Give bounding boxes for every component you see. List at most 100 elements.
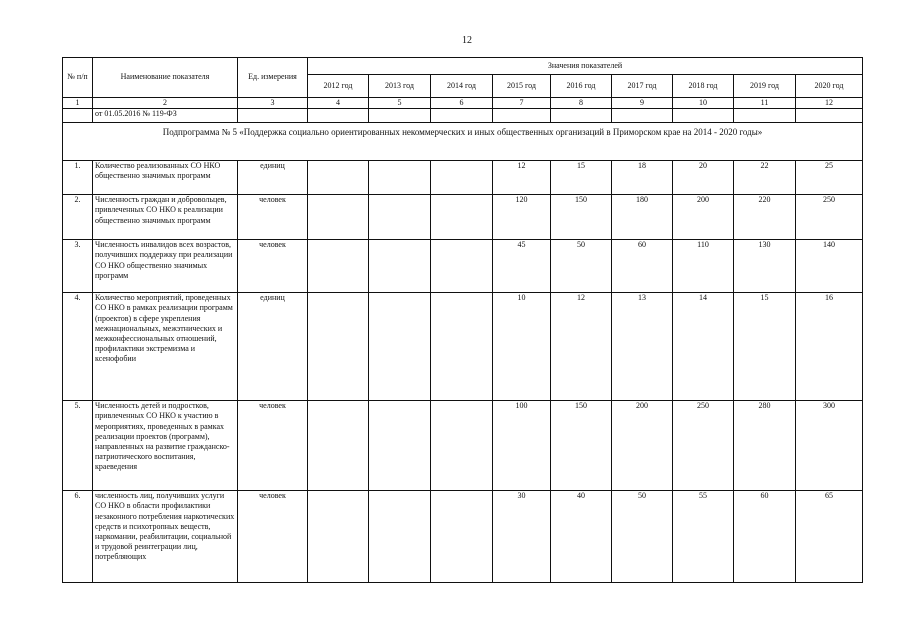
table-row: 4. Количество мероприятий, проведенных СО… <box>62 292 863 402</box>
empty-cell <box>733 108 796 124</box>
header-year: 2016 год <box>550 74 612 98</box>
column-number: 8 <box>550 96 612 110</box>
indicator-value <box>368 292 431 402</box>
header-unit: Ед. измерения <box>237 57 308 98</box>
table-row: 2. Численность граждан и добровольцев, пр… <box>62 194 863 241</box>
indicator-value <box>430 400 493 492</box>
header-year: 2015 год <box>492 74 551 98</box>
column-number: 6 <box>430 96 493 110</box>
row-number: 4. <box>62 292 93 402</box>
header-year: 2019 год <box>733 74 796 98</box>
unit: человек <box>237 490 308 584</box>
row-number: 5. <box>62 400 93 492</box>
indicator-value: 20 <box>672 160 734 196</box>
row-number: 3. <box>62 239 93 294</box>
column-number: 12 <box>795 96 863 110</box>
empty-cell <box>795 108 863 124</box>
indicator-value <box>368 160 431 196</box>
indicator-value <box>368 490 431 584</box>
indicator-value <box>307 490 369 584</box>
column-number: 7 <box>492 96 551 110</box>
indicator-name: Численность детей и подростков, привлече… <box>92 400 238 492</box>
indicator-value: 40 <box>550 490 612 584</box>
column-number: 2 <box>92 96 238 110</box>
indicator-value: 110 <box>672 239 734 294</box>
header-year: 2014 год <box>430 74 493 98</box>
empty-cell <box>672 108 734 124</box>
header-name: Наименование показателя <box>92 57 238 98</box>
indicator-value: 130 <box>733 239 796 294</box>
empty-cell <box>307 108 369 124</box>
empty-cell <box>430 108 493 124</box>
indicator-value <box>307 239 369 294</box>
indicator-value: 220 <box>733 194 796 241</box>
indicator-name: численность лиц, получивших услуги СО НК… <box>92 490 238 584</box>
indicator-value: 140 <box>795 239 863 294</box>
column-number: 3 <box>237 96 308 110</box>
empty-cell <box>611 108 673 124</box>
indicator-value: 10 <box>492 292 551 402</box>
indicator-value: 200 <box>672 194 734 241</box>
indicator-value <box>368 400 431 492</box>
indicator-value: 120 <box>492 194 551 241</box>
indicator-value: 280 <box>733 400 796 492</box>
column-number: 5 <box>368 96 431 110</box>
header-values-group: Значения показателей <box>307 57 863 75</box>
indicator-value: 50 <box>550 239 612 294</box>
header-year: 2013 год <box>368 74 431 98</box>
indicator-value: 18 <box>611 160 673 196</box>
indicator-value: 55 <box>672 490 734 584</box>
column-number: 1 <box>62 96 93 110</box>
table-row: 1. Количество реализованных СО НКО общест… <box>62 160 863 196</box>
indicator-value <box>430 292 493 402</box>
header-year: 2020 год <box>795 74 863 98</box>
indicator-value: 50 <box>611 490 673 584</box>
empty-cell <box>237 108 308 124</box>
indicator-value: 22 <box>733 160 796 196</box>
row-number: 2. <box>62 194 93 241</box>
indicator-value <box>307 194 369 241</box>
indicator-value: 200 <box>611 400 673 492</box>
indicator-value: 25 <box>795 160 863 196</box>
empty-cell <box>550 108 612 124</box>
indicator-value <box>368 239 431 294</box>
indicators-table: № п/п Наименование показателя Ед. измере… <box>62 57 863 584</box>
indicator-value: 60 <box>733 490 796 584</box>
header-num: № п/п <box>62 57 93 98</box>
indicator-value <box>368 194 431 241</box>
unit: человек <box>237 194 308 241</box>
indicator-name: Количество реализованных СО НКО обществе… <box>92 160 238 196</box>
indicator-value <box>430 490 493 584</box>
row-number: 6. <box>62 490 93 584</box>
indicator-value: 150 <box>550 400 612 492</box>
unit: человек <box>237 400 308 492</box>
indicator-value: 45 <box>492 239 551 294</box>
column-number: 10 <box>672 96 734 110</box>
indicator-value: 30 <box>492 490 551 584</box>
empty-cell <box>492 108 551 124</box>
indicator-value: 250 <box>795 194 863 241</box>
indicator-value <box>307 400 369 492</box>
unit: единиц <box>237 160 308 196</box>
header-year: 2012 год <box>307 74 369 98</box>
table-row: 6. численность лиц, получивших услуги СО … <box>62 490 863 584</box>
indicator-value: 65 <box>795 490 863 584</box>
table-row: 5. Численность детей и подростков, привле… <box>62 400 863 492</box>
page-number: 12 <box>462 35 472 46</box>
indicator-value: 15 <box>733 292 796 402</box>
indicator-value: 13 <box>611 292 673 402</box>
indicator-value: 250 <box>672 400 734 492</box>
indicator-value: 300 <box>795 400 863 492</box>
empty-cell <box>368 108 431 124</box>
header-year: 2018 год <box>672 74 734 98</box>
indicator-name: Численность граждан и добровольцев, прив… <box>92 194 238 241</box>
column-number: 9 <box>611 96 673 110</box>
cont-cell-num <box>62 108 93 124</box>
unit: человек <box>237 239 308 294</box>
indicator-value <box>307 160 369 196</box>
table-row: 3. Численность инвалидов всех возрастов, … <box>62 239 863 294</box>
indicator-value: 12 <box>492 160 551 196</box>
indicator-name: Численность инвалидов всех возрастов, по… <box>92 239 238 294</box>
indicator-value: 100 <box>492 400 551 492</box>
indicator-value: 180 <box>611 194 673 241</box>
